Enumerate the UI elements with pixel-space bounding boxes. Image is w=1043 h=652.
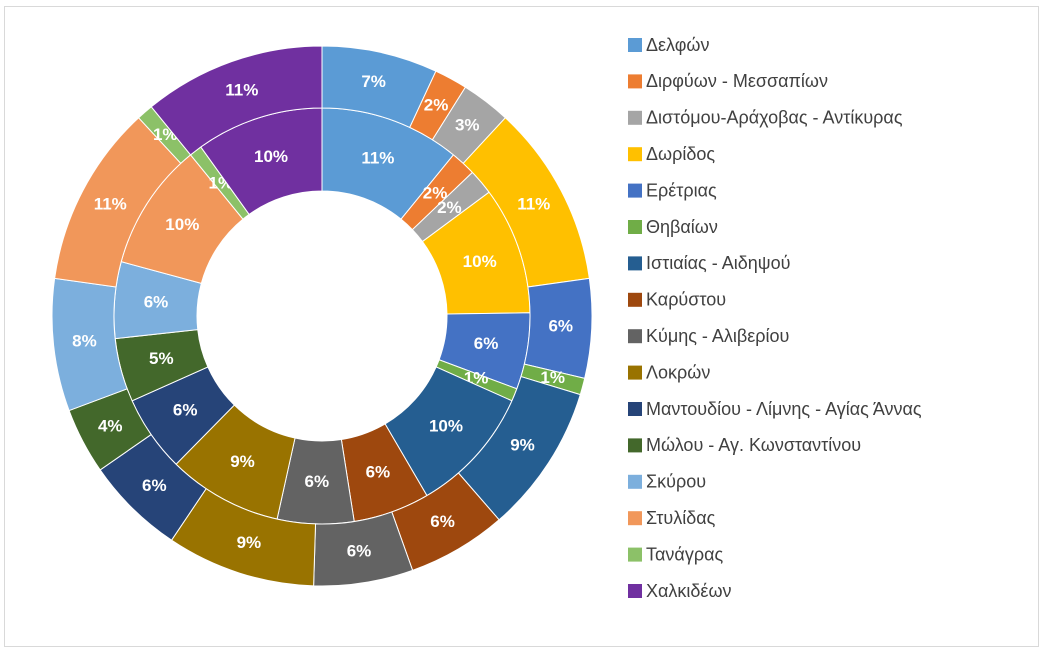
- data-label: 9%: [237, 533, 262, 552]
- data-label: 11%: [361, 149, 394, 168]
- legend-swatch: [628, 329, 642, 344]
- data-label: 10%: [463, 252, 497, 271]
- data-label: 2%: [424, 95, 449, 114]
- data-label: 6%: [173, 400, 198, 419]
- data-label: 11%: [94, 195, 127, 214]
- data-label: 11%: [517, 195, 550, 214]
- data-label: 4%: [98, 416, 123, 435]
- legend-label: Κύμης - Αλιβερίου: [646, 326, 789, 346]
- legend-swatch: [628, 110, 642, 125]
- legend-swatch: [628, 292, 642, 307]
- legend-swatch: [628, 256, 642, 271]
- legend-swatch: [628, 547, 642, 562]
- data-label: 6%: [474, 334, 499, 353]
- legend-swatch: [628, 38, 642, 52]
- data-label: 6%: [305, 472, 330, 491]
- data-label: 2%: [423, 183, 448, 202]
- legend-label: Διστόμου-Αράχοβας - Αντίκυρας: [646, 108, 903, 128]
- data-label: 6%: [548, 317, 573, 336]
- data-label: 11%: [225, 80, 258, 99]
- data-label: 6%: [347, 542, 372, 561]
- legend-swatch: [628, 365, 642, 380]
- legend-label: Διρφύων - Μεσσαπίων: [646, 71, 828, 91]
- legend-label: Ιστιαίας - Αιδηψού: [646, 253, 790, 273]
- legend-label: Σκύρου: [646, 472, 706, 492]
- data-label: 6%: [142, 476, 167, 495]
- data-label: 9%: [230, 452, 255, 471]
- legend-swatch: [628, 220, 642, 234]
- legend-swatch: [628, 147, 642, 162]
- slice: [150, 45, 323, 156]
- data-label: 6%: [430, 512, 455, 531]
- legend-label: Δωρίδος: [646, 144, 715, 164]
- data-label: 6%: [366, 462, 391, 481]
- legend-swatch: [628, 183, 642, 198]
- legend-label: Ερέτριας: [646, 180, 717, 200]
- legend-label: Καρύστου: [646, 290, 726, 310]
- data-label: 8%: [72, 331, 97, 350]
- data-label: 1%: [540, 368, 565, 387]
- legend-swatch: [628, 74, 642, 89]
- legend-label: Μώλου - Αγ. Κωνσταντίνου: [646, 435, 861, 455]
- data-label: 7%: [361, 72, 386, 91]
- legend-label: Μαντουδίου - Λίμνης - Αγίας Άννας: [646, 399, 922, 419]
- legend-swatch: [628, 438, 642, 453]
- data-label: 10%: [165, 215, 199, 234]
- legend-label: Λοκρών: [646, 362, 710, 382]
- data-label: 10%: [254, 147, 288, 166]
- legend-label: Θηβαίων: [646, 217, 718, 237]
- legend-swatch: [628, 402, 642, 416]
- data-label: 2%: [437, 198, 462, 217]
- data-label: 5%: [149, 349, 174, 368]
- legend-label: Δελφών: [646, 35, 709, 55]
- legend-swatch: [628, 584, 642, 598]
- data-label: 10%: [429, 417, 463, 436]
- legend-label: Στυλίδας: [646, 508, 716, 528]
- legend-label: Τανάγρας: [646, 544, 723, 564]
- data-label: 3%: [455, 116, 480, 135]
- legend-swatch: [628, 474, 642, 489]
- data-label: 9%: [510, 436, 535, 455]
- data-label: 6%: [144, 293, 169, 312]
- legend-label: Χαλκιδέων: [646, 581, 732, 601]
- legend-swatch: [628, 511, 642, 526]
